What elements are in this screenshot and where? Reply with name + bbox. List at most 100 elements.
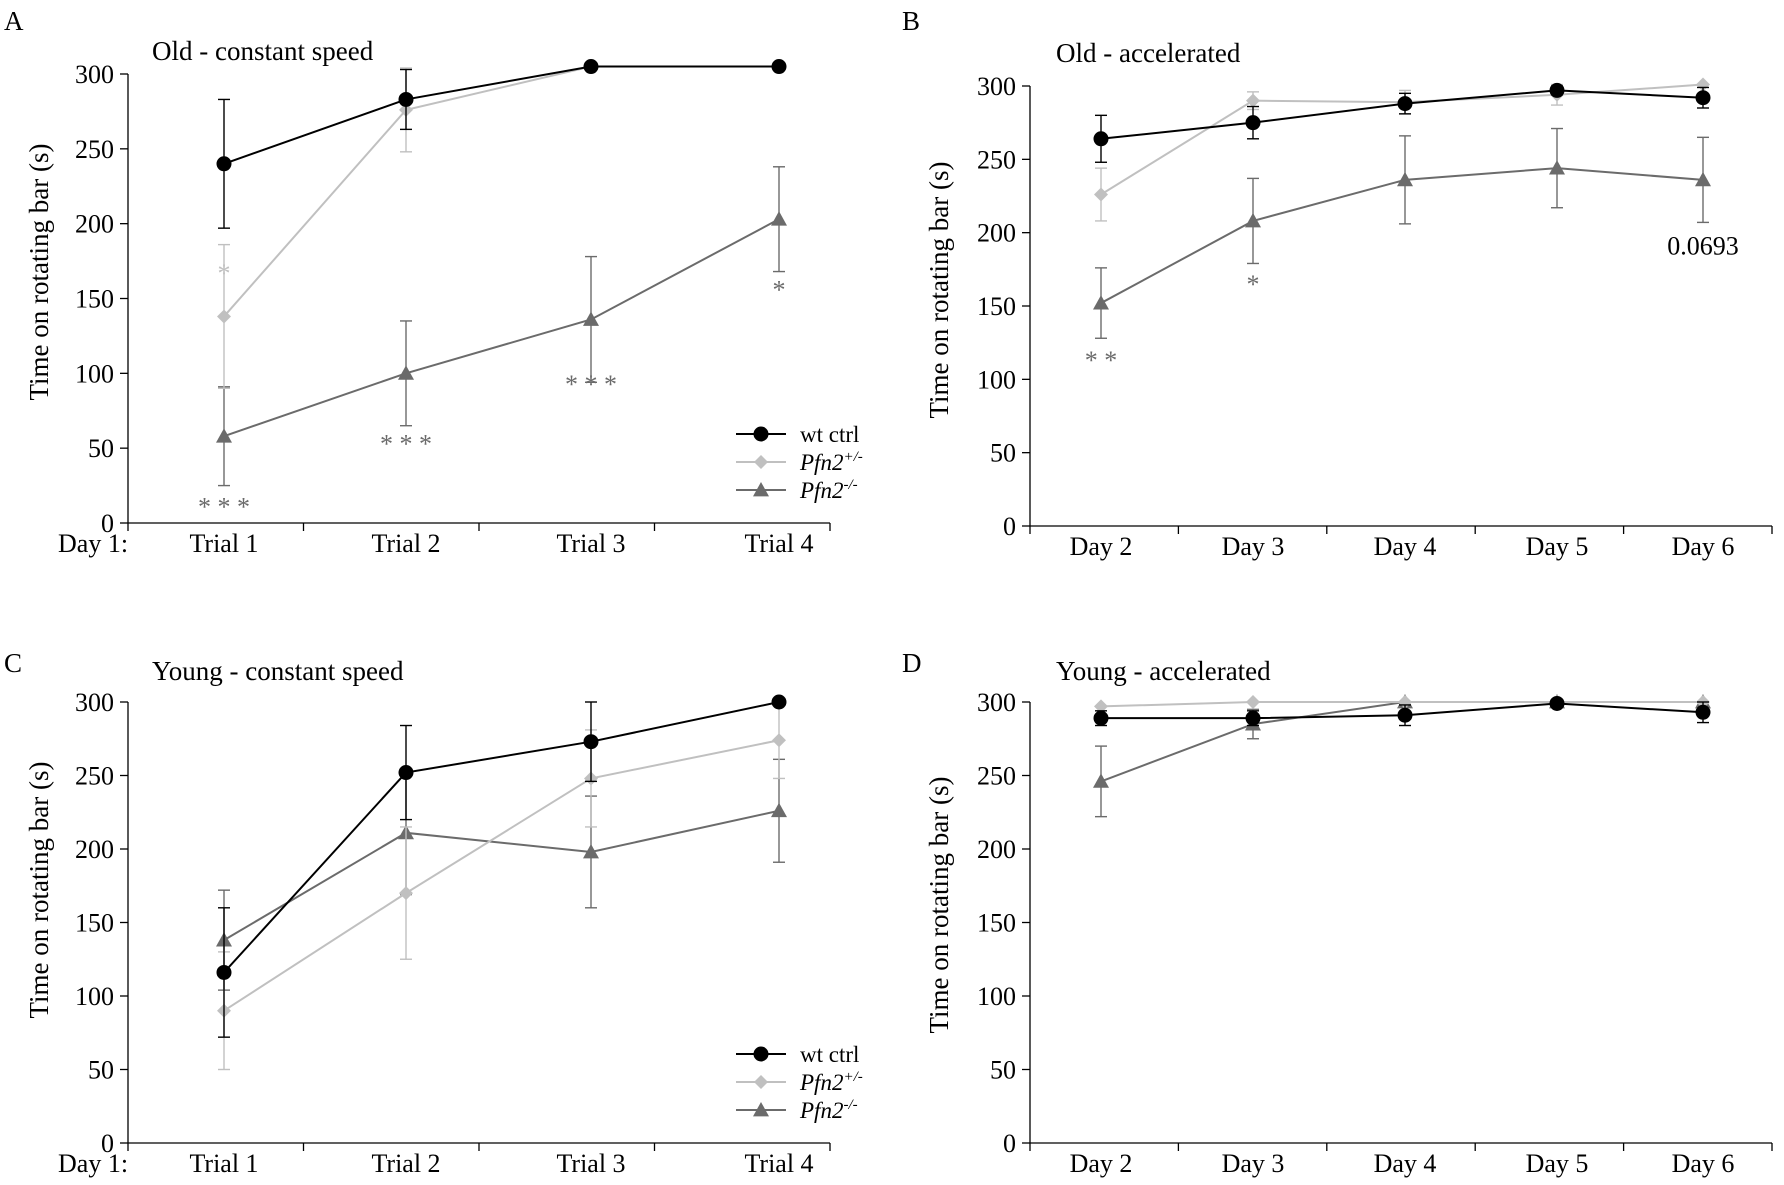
panel-c-plot: 0 50 100 150 200 250 300 Trial 1 Trial 2 Trial 3 T…	[75, 688, 863, 1178]
panel-b-y-tick-label: 150	[977, 292, 1016, 321]
panel-d: D Young - accelerated Time on rotating b…	[902, 648, 1773, 1178]
panel-c-y-tick-label: 200	[75, 835, 114, 864]
panel-a-wt_ctrl-line	[223, 65, 779, 165]
panel-a-annotation: *	[773, 276, 786, 305]
panel-a-x-tick-label: Trial 2	[371, 529, 440, 558]
panel-a-y-tick-label: 0	[101, 509, 114, 538]
panel-a-legend-pfn2_ko-label: Pfn2-/-	[799, 477, 858, 503]
panel-c-y-tick-label: 300	[75, 688, 114, 717]
panel-c-x-tick-label: Trial 3	[556, 1149, 625, 1178]
panel-c-wt_ctrl-line	[223, 701, 780, 974]
panel-b-pfn2_ko-point	[1695, 171, 1711, 187]
panel-b-annotation: * *	[1085, 346, 1118, 375]
panel-b-pfn2_ko-point	[1549, 160, 1565, 175]
panel-a-x-tick-label: Trial 1	[189, 529, 258, 558]
panel-b-wt_ctrl-point	[1549, 82, 1565, 98]
panel-d-wt_ctrl-point	[1093, 710, 1109, 726]
panel-b-pfn2_het-point	[1246, 93, 1260, 108]
panel-a-y-tick-label: 250	[75, 135, 114, 164]
panel-c-wt_ctrl-point	[583, 734, 599, 750]
panel-d-wt_ctrl-point	[1695, 704, 1711, 720]
panel-a-legend-wt_ctrl-marker	[753, 426, 769, 442]
panel-d-x-tick-label: Day 5	[1526, 1149, 1589, 1178]
panel-d-y-tick-label: 0	[1003, 1129, 1016, 1158]
panel-b-ylabel: Time on rotating bar (s)	[924, 162, 954, 419]
panel-b-x-tick-label: Day 2	[1070, 532, 1133, 561]
panel-a-ylabel: Time on rotating bar (s)	[24, 144, 54, 401]
panel-a-annotation: * * *	[565, 370, 617, 399]
panel-b-pfn2_het-point	[1094, 187, 1108, 202]
panel-c: C Young - constant speed Time on rotatin…	[4, 648, 863, 1178]
panel-c-y-tick-label: 100	[75, 982, 114, 1011]
panel-a-y-tick-label: 150	[75, 285, 114, 314]
panel-a-wt_ctrl-point	[583, 59, 599, 75]
panel-d-plot: 0 50 100 150 200 250 300 Day 2 Day 3 Day 4 Day 5 Da…	[977, 688, 1773, 1178]
panel-c-pfn2_ko-line	[223, 809, 780, 942]
panel-c-wt_ctrl-point	[216, 964, 232, 980]
panel-b-x-tick-label: Day 5	[1526, 532, 1589, 561]
panel-c-legend-wt_ctrl-marker	[753, 1046, 769, 1062]
panel-d-pfn2_het-point	[1094, 699, 1108, 714]
panel-a-letter: A	[4, 6, 24, 36]
panel-b-annotation: *	[1247, 270, 1260, 299]
panel-d-wt_ctrl-point	[1397, 707, 1413, 723]
panel-d-y-tick-label: 50	[990, 1056, 1016, 1085]
panel-a-pfn2_ko-line	[223, 218, 780, 438]
panel-d-wt_ctrl-point	[1245, 710, 1261, 726]
panel-c-pfn2_ko-point	[771, 802, 787, 818]
panel-a-pfn2_het-line	[223, 65, 779, 318]
panel-b-pfn2_ko-point	[1397, 171, 1413, 187]
panel-a-legend-wt_ctrl-label: wt ctrl	[800, 422, 859, 447]
panel-d-x-tick-label: Day 3	[1222, 1149, 1285, 1178]
panel-b-y-tick-label: 250	[977, 145, 1016, 174]
panel-b-y-tick-label: 100	[977, 365, 1016, 394]
panel-b-plot: 0 50 100 150 200 250 300 Day 2 Day 3 Day 4 Day 5 Da…	[977, 72, 1773, 561]
panel-c-x-tick-label: Trial 2	[371, 1149, 440, 1178]
panel-a-title: Old - constant speed	[152, 36, 374, 66]
panel-d-y-tick-label: 200	[977, 835, 1016, 864]
panel-c-wt_ctrl-point	[398, 765, 414, 781]
panel-d-wt_ctrl-point	[1549, 695, 1565, 711]
panel-c-x-prefix: Day 1:	[58, 1149, 128, 1178]
panel-a-pfn2_ko-point	[771, 211, 787, 226]
panel-c-x-tick-label: Trial 4	[744, 1149, 813, 1178]
panel-b-title: Old - accelerated	[1056, 38, 1241, 68]
panel-c-title: Young - constant speed	[152, 656, 404, 686]
panel-a-wt_ctrl-point	[216, 156, 232, 172]
panel-a-pfn2_ko-point	[216, 428, 232, 443]
panel-a-y-tick-label: 100	[75, 359, 114, 388]
panel-a-wt_ctrl-point	[771, 59, 787, 75]
panel-a-pfn2_ko-point	[583, 311, 599, 326]
panel-c-pfn2_het-line	[223, 739, 780, 1012]
panel-c-legend-pfn2_het-label: Pfn2+/-	[799, 1069, 863, 1095]
panel-c-y-tick-label: 50	[88, 1056, 114, 1085]
panel-b-pfn2_ko-point	[1245, 212, 1261, 228]
panel-d-y-tick-label: 150	[977, 909, 1016, 938]
panel-c-legend-pfn2_het-marker	[754, 1075, 768, 1089]
panel-c-ylabel: Time on rotating bar (s)	[24, 762, 54, 1019]
panel-a-pfn2_het-point	[217, 309, 231, 324]
panel-d-title: Young - accelerated	[1056, 656, 1271, 686]
panel-c-y-tick-label: 0	[101, 1129, 114, 1158]
panel-a-x-tick-label: Trial 3	[556, 529, 625, 558]
panel-a: A Old - constant speed Time on rotating …	[4, 6, 863, 558]
panel-a-annotation: *	[218, 259, 231, 288]
panel-a-legend-pfn2_het-label: Pfn2+/-	[799, 449, 863, 475]
panel-b-wt_ctrl-point	[1245, 115, 1261, 131]
panel-c-legend-wt_ctrl-label: wt ctrl	[800, 1042, 859, 1067]
panel-a-y-tick-label: 300	[75, 60, 114, 89]
panel-d-x-tick-label: Day 6	[1672, 1149, 1735, 1178]
panel-b-y-tick-label: 200	[977, 219, 1016, 248]
panel-b-pfn2_ko-point	[1093, 295, 1109, 310]
panel-c-legend-pfn2_ko-marker	[753, 1102, 769, 1117]
panel-c-legend-pfn2_ko-label: Pfn2-/-	[799, 1097, 858, 1123]
panel-b-annotation: 0.0693	[1667, 232, 1739, 261]
panel-c-pfn2_het-point	[772, 733, 786, 748]
panel-d-y-tick-label: 250	[977, 762, 1016, 791]
panel-b-y-tick-label: 300	[977, 72, 1016, 101]
panel-a-annotation: * * *	[198, 493, 250, 522]
panel-b-pfn2_ko-line	[1100, 167, 1704, 304]
panel-d-x-tick-label: Day 4	[1374, 1149, 1437, 1178]
panel-c-letter: C	[4, 648, 22, 678]
